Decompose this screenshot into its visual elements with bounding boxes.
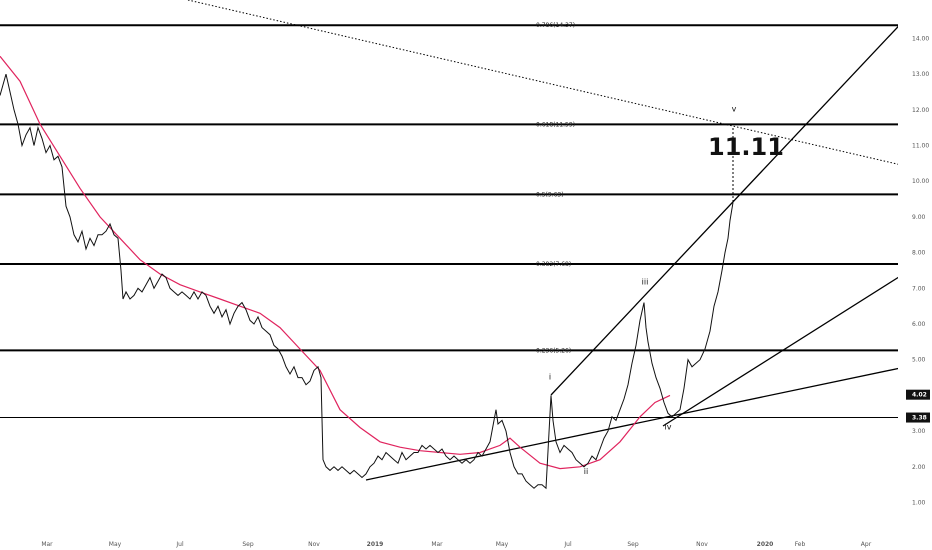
time-tick-label: 2019	[367, 541, 384, 548]
time-tick-label: Nov	[696, 541, 708, 548]
price-axis[interactable]: 1.002.003.004.005.006.007.008.009.0010.0…	[898, 0, 932, 550]
price-tag	[906, 389, 930, 400]
price-tag	[906, 412, 930, 423]
price-tick-label: 7.00	[912, 285, 926, 292]
price-tick-label: 10.00	[912, 178, 929, 185]
price-tick-label: 13.00	[912, 71, 929, 78]
price-tick-label: 1.00	[912, 500, 926, 507]
price-tick-label: 12.00	[912, 107, 929, 114]
time-tick-label: Sep	[627, 541, 639, 548]
price-line	[0, 73, 677, 490]
fib-level-label: 0.786(14.37)	[536, 22, 575, 29]
price-tick-label: 9.00	[912, 214, 926, 221]
moving-average-line	[0, 55, 671, 470]
price-tick-label: 8.00	[912, 250, 926, 257]
fib-level-label: 0.382(7.68)	[536, 261, 571, 268]
price-tag-label: 4.02	[912, 392, 927, 399]
time-tick-label: Jul	[563, 541, 572, 548]
channel-upper-line	[550, 13, 911, 396]
time-tick-label: Apr	[861, 541, 872, 548]
time-tick-label: May	[109, 541, 122, 548]
target-annotation: 11.11	[708, 133, 784, 161]
time-tick-label: Jul	[175, 541, 184, 548]
time-tick-label: Mar	[41, 541, 53, 548]
time-tick-label: Mar	[431, 541, 443, 548]
price-tick-label: 2.00	[912, 464, 926, 471]
time-tick-label: May	[496, 541, 509, 548]
base-trend-line	[365, 365, 911, 481]
fib-level-label: 0.5(9.63)	[536, 191, 564, 198]
price-tick-label: 11.00	[912, 143, 929, 150]
wave-label: iv	[665, 422, 672, 431]
price-tick-label: 5.00	[912, 357, 926, 364]
price-tick-label: 14.00	[912, 35, 929, 42]
wave-label: iii	[642, 278, 649, 287]
wave-label: v	[732, 105, 737, 114]
time-tick-label: Nov	[308, 541, 320, 548]
time-tick-label: Feb	[795, 541, 806, 548]
fib-level-label: 0.618(11.59)	[536, 121, 575, 128]
time-axis[interactable]: Mar May Jul Sep Nov 2019 Mar May Jul Sep Nov 2020 Fe…	[0, 536, 932, 550]
price-tick-label: 3.00	[912, 428, 926, 435]
projection-line	[675, 202, 734, 414]
price-tag-label: 3.38	[912, 415, 927, 422]
time-tick-label: 2020	[757, 541, 774, 548]
price-tick-label: 6.00	[912, 321, 926, 328]
trend-lines	[187, 0, 911, 481]
wave-label: i	[549, 372, 551, 381]
time-axis-bg	[0, 536, 932, 550]
channel-line	[662, 269, 911, 427]
time-tick-label: Sep	[242, 541, 254, 548]
fib-level-label: 0.236(5.26)	[536, 347, 571, 354]
fibonacci-levels: 0.786(14.37) 0.618(11.59) 0.5(9.63) 0.382(7…	[0, 22, 898, 419]
wave-label: ii	[584, 467, 588, 476]
dotted-downtrend-line	[187, 0, 911, 168]
price-axis-bg	[898, 0, 932, 550]
